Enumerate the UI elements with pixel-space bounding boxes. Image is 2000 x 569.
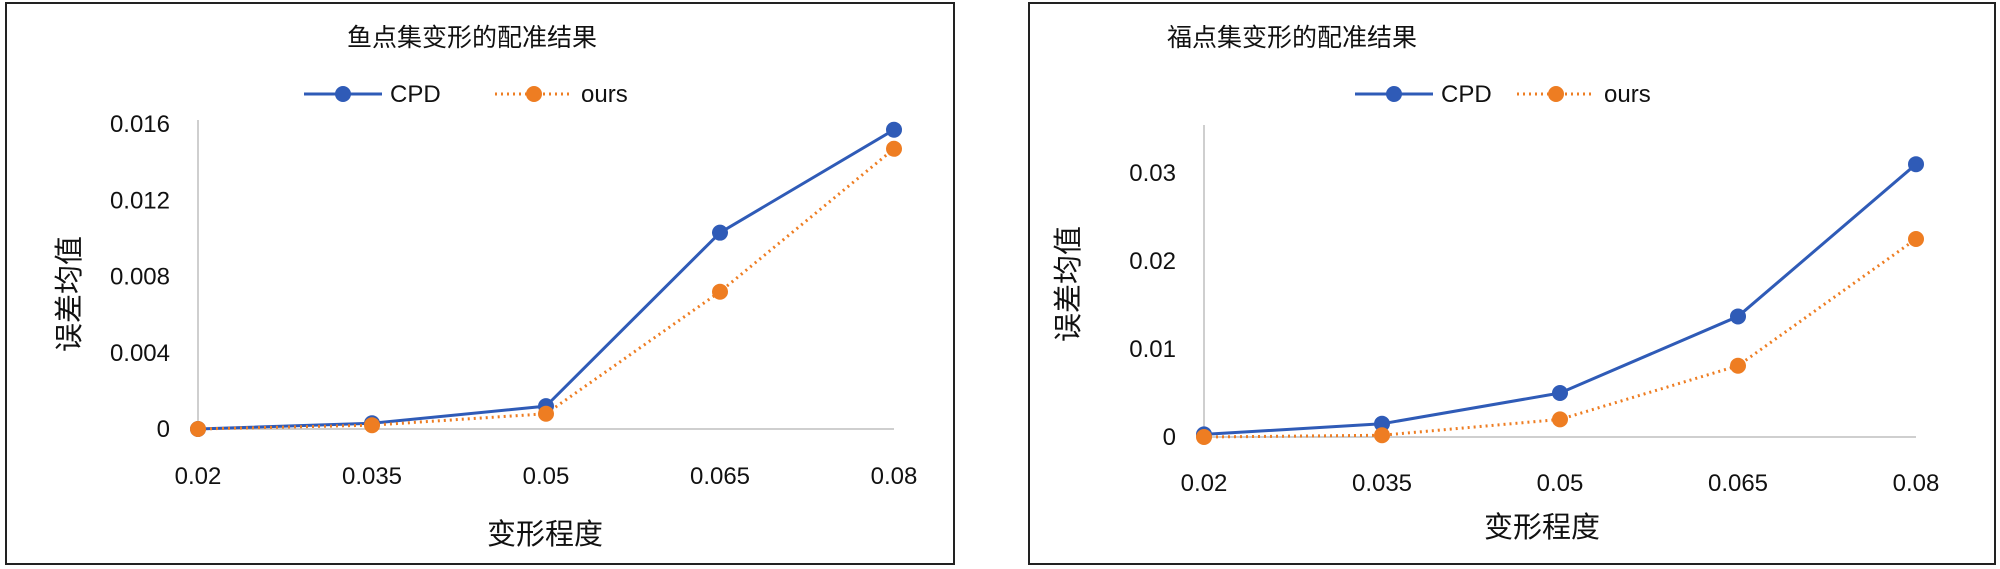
data-point-ours [538,405,554,422]
chart-panel-right: 福点集变形的配准结果 CPD ours 误差均值 变形程度 0 0.01 0.02 0… [1028,2,1996,565]
y-axis-label: 误差均值 [52,236,86,352]
x-tick-label: 0.02 [175,463,222,490]
x-tick-label: 0.05 [523,463,570,490]
y-tick-label: 0 [1163,424,1176,451]
chart-panel-left: 鱼点集变形的配准结果 CPD ours 误差均值 变形程度 0 0.004 0.00… [5,2,955,565]
data-point-ours [1730,357,1746,374]
data-point-ours [1908,231,1924,247]
chart-left-svg: 鱼点集变形的配准结果 CPD ours 误差均值 变形程度 0 0.004 0.00… [52,23,918,551]
chart-right-svg: 福点集变形的配准结果 CPD ours 误差均值 变形程度 0 0.01 0.02 0… [1051,23,1940,544]
legend-ours-label: ours [581,81,628,108]
series-line-cpd [197,128,895,431]
chart-title: 鱼点集变形的配准结果 [347,23,597,52]
x-tick-label: 0.08 [1893,470,1940,497]
x-tick-label: 0.035 [342,463,402,490]
x-tick-label: 0.035 [1352,470,1412,497]
legend-cpd-label: CPD [1441,81,1492,108]
y-tick-label: 0.03 [1129,160,1176,187]
data-point-ours [1196,429,1212,445]
legend-ours-marker [1548,86,1564,102]
data-point-ours [364,417,380,434]
data-point-ours [886,140,902,157]
data-point-cpd [1908,156,1924,173]
legend-ours-label: ours [1604,81,1651,108]
chart-title: 福点集变形的配准结果 [1167,23,1417,52]
x-axis-label: 变形程度 [487,517,603,551]
data-point-cpd [1730,308,1746,325]
data-point-ours [1552,411,1568,428]
x-axis-label: 变形程度 [1484,510,1600,544]
data-point-ours [190,421,206,437]
data-point-ours [1374,427,1390,444]
x-tick-label: 0.02 [1181,470,1228,497]
x-tick-label: 0.05 [1537,470,1584,497]
legend: CPD ours [304,81,628,108]
series-line-ours [1203,237,1917,439]
data-point-cpd [1374,415,1390,432]
y-tick-label: 0.01 [1129,336,1176,363]
data-point-cpd [1552,385,1568,401]
x-tick-label: 0.065 [1708,470,1768,497]
legend-cpd-label: CPD [390,81,441,108]
legend-ours-marker [526,86,542,102]
y-tick-label: 0.016 [110,111,170,138]
y-tick-label: 0.012 [110,187,170,214]
x-tick-label: 0.08 [871,463,918,490]
data-point-cpd [886,121,902,138]
y-axis-label: 误差均值 [1051,226,1085,342]
legend-cpd-marker [335,86,351,102]
y-tick-label: 0.008 [110,264,170,291]
data-point-cpd [712,224,728,241]
y-tick-label: 0 [157,416,170,443]
x-tick-label: 0.065 [690,463,750,490]
legend: CPD ours [1355,81,1651,108]
data-point-ours [712,283,728,300]
legend-cpd-marker [1386,86,1402,102]
y-tick-label: 0.004 [110,340,170,367]
y-tick-label: 0.02 [1129,248,1176,275]
